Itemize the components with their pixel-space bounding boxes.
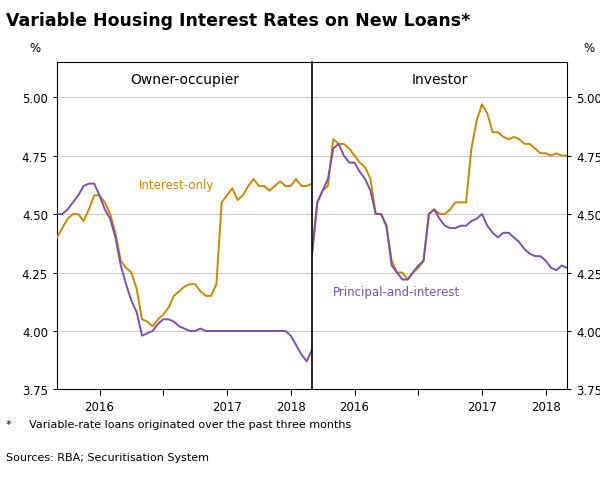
Text: Owner-occupier: Owner-occupier <box>130 73 239 87</box>
Text: Variable Housing Interest Rates on New Loans*: Variable Housing Interest Rates on New L… <box>6 12 470 30</box>
Text: Investor: Investor <box>412 73 467 87</box>
Text: *     Variable-rate loans originated over the past three months: * Variable-rate loans originated over th… <box>6 419 351 429</box>
Text: %: % <box>583 42 594 55</box>
Text: Principal-and-interest: Principal-and-interest <box>332 285 460 298</box>
Text: Interest-only: Interest-only <box>139 179 214 192</box>
Text: Sources: RBA; Securitisation System: Sources: RBA; Securitisation System <box>6 453 209 463</box>
Text: %: % <box>30 42 41 55</box>
